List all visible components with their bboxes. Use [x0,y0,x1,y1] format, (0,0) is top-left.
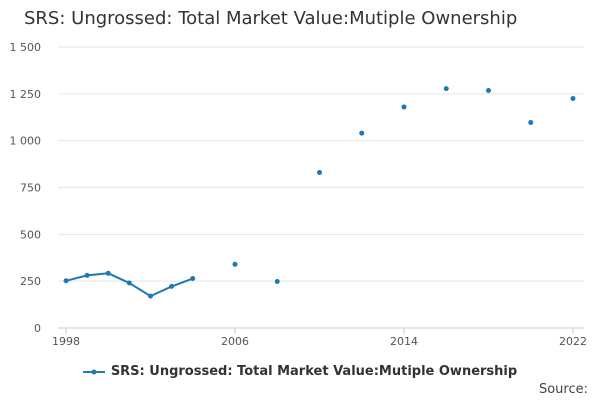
gridlines [58,46,584,282]
x-tick-label: 1998 [52,335,80,348]
x-axis: 1998 2006 2014 2022 [52,327,587,348]
data-point [359,130,365,136]
data-point [232,261,238,267]
series-points [63,86,576,299]
y-tick-label: 250 [20,275,41,288]
data-point [486,87,491,93]
series-lines [65,272,194,298]
series-line-segment [86,272,110,277]
x-tick-label: 2022 [559,335,587,348]
series-line-segment [107,272,131,285]
data-point [126,280,132,286]
legend: SRS: Ungrossed: Total Market Value:Mutip… [0,364,600,381]
data-point [528,119,534,125]
source-label: Source: [538,382,588,397]
y-axis-ticks: 0 250 500 750 1 000 1 250 1 500 [10,41,42,335]
y-tick-label: 750 [20,182,41,195]
x-tick-label: 2014 [390,335,418,348]
data-point [570,96,576,102]
data-point [317,170,322,176]
y-tick-label: 1 250 [10,88,42,101]
series-line-segment [170,277,194,288]
data-point [190,276,196,282]
data-point [169,283,175,289]
series-line-segment [149,285,173,298]
data-point [274,279,280,285]
chart-title: SRS: Ungrossed: Total Market Value:Mutip… [24,8,518,29]
series-line-segment [128,282,152,298]
data-point [105,270,111,276]
data-point [443,86,449,92]
series-line-segment [65,274,89,282]
data-point [148,293,153,299]
y-tick-label: 500 [20,228,41,241]
data-point [401,104,407,110]
y-tick-label: 0 [34,322,41,335]
y-tick-label: 1 500 [10,41,42,54]
x-tick-label: 2006 [221,335,249,348]
legend-marker [82,369,105,374]
legend-label: SRS: Ungrossed: Total Market Value:Mutip… [110,364,518,379]
data-point [63,278,69,284]
y-tick-label: 1 000 [10,135,42,148]
data-point [84,272,90,278]
